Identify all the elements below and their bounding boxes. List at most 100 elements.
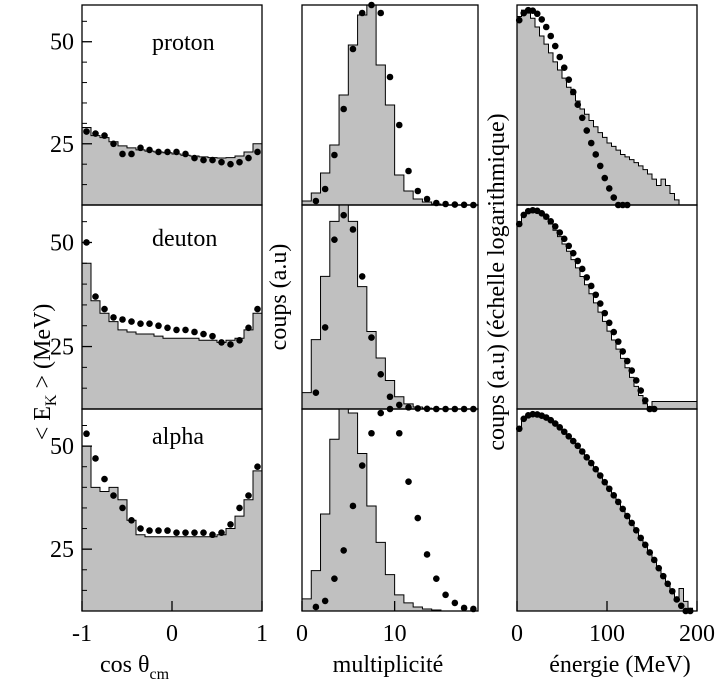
- panel-deuton-energy-log: [515, 204, 698, 413]
- panel-alpha-ek-vs-cos: 25 50 -1 0 1: [50, 408, 268, 647]
- data-point: [137, 144, 144, 152]
- col1-y-title-sub: K: [43, 394, 60, 406]
- col1-y-title-main: < E: [30, 406, 56, 440]
- data-point: [83, 128, 90, 135]
- data-point: [583, 127, 591, 134]
- data-point: [119, 504, 126, 512]
- y-tick-label: 50: [50, 30, 74, 56]
- row-label-alpha: alpha: [152, 424, 204, 450]
- data-point: [578, 114, 586, 122]
- data-point: [200, 330, 207, 338]
- histogram-deuton-multiplicity: [301, 204, 478, 410]
- data-point: [574, 442, 582, 450]
- data-point: [155, 322, 162, 330]
- data-point: [173, 529, 180, 536]
- data-point: [386, 73, 394, 81]
- data-point: [155, 148, 162, 156]
- data-point: [200, 156, 207, 164]
- col3-x-axis-title: énergie (MeV): [549, 652, 691, 678]
- data-point: [623, 512, 631, 520]
- data-point: [578, 265, 586, 273]
- data-point: [560, 428, 568, 436]
- data-point: [538, 209, 546, 217]
- data-point: [110, 314, 117, 321]
- data-point: [587, 139, 595, 147]
- x-tick-label: 0: [166, 621, 178, 647]
- data-point: [628, 367, 636, 374]
- x-tick-label: -1: [72, 621, 92, 647]
- data-point: [451, 599, 459, 607]
- data-point: [547, 218, 555, 225]
- data-point: [340, 211, 347, 219]
- data-point: [191, 328, 198, 336]
- data-point: [146, 527, 153, 534]
- panel-proton-multiplicity: [301, 1, 479, 209]
- data-point: [423, 551, 431, 558]
- col1-x-title-sub: cm: [150, 666, 170, 681]
- col1-x-axis-title: cos θcm: [100, 652, 170, 681]
- panel-frame: [301, 408, 479, 612]
- data-point: [101, 305, 108, 313]
- data-point: [592, 151, 600, 158]
- panel-proton-ek-vs-cos: 25 50: [50, 4, 263, 206]
- y-tick-label: 50: [50, 434, 74, 460]
- data-point: [321, 185, 329, 193]
- data-point: [601, 174, 609, 182]
- data-point: [182, 150, 189, 158]
- histogram-proton-energy-log: [516, 9, 680, 206]
- data-point: [119, 150, 126, 158]
- data-point: [386, 393, 394, 401]
- data-point: [614, 338, 622, 345]
- data-point: [414, 187, 422, 195]
- histogram-alpha-ek-vs-cos: [81, 445, 263, 612]
- data-point: [173, 326, 180, 334]
- data-point: [569, 249, 577, 257]
- y-tick-label: 25: [50, 537, 74, 563]
- x-tick-label: 10: [383, 621, 407, 647]
- data-point: [592, 465, 600, 473]
- panel-deuton-multiplicity: [301, 204, 479, 413]
- data-point: [321, 597, 329, 605]
- x-tick-label: 0: [296, 621, 308, 647]
- data-point: [610, 492, 618, 499]
- data-point: [377, 371, 385, 378]
- data-point: [83, 430, 90, 438]
- data-point: [442, 591, 449, 599]
- data-point: [574, 257, 582, 265]
- data-point: [254, 305, 261, 313]
- data-point: [641, 397, 649, 404]
- data-point: [358, 9, 366, 17]
- data-point: [578, 448, 586, 455]
- data-point: [218, 339, 225, 346]
- data-point: [254, 148, 261, 156]
- data-point: [209, 156, 216, 164]
- histogram-proton-ek-vs-cos: [81, 126, 263, 206]
- data-point: [592, 291, 600, 299]
- data-point: [155, 527, 162, 534]
- data-point: [677, 602, 685, 610]
- data-point: [182, 326, 189, 334]
- data-point: [137, 525, 144, 532]
- data-point: [92, 455, 99, 462]
- data-point: [395, 429, 403, 437]
- data-point: [405, 404, 412, 411]
- data-point: [331, 236, 338, 243]
- data-point: [164, 324, 171, 332]
- data-point: [128, 150, 135, 158]
- data-point: [460, 604, 468, 612]
- data-point: [377, 9, 385, 17]
- data-point: [349, 502, 357, 510]
- row-label-deuton: deuton: [152, 226, 217, 252]
- data-point: [605, 185, 613, 192]
- col3-y-axis-title: coups (a.u) (échelle logarithmique): [484, 113, 510, 450]
- data-point: [673, 596, 681, 603]
- data-point: [312, 389, 320, 396]
- data-point: [236, 158, 243, 166]
- data-point: [349, 45, 357, 53]
- data-point: [556, 424, 564, 431]
- data-point: [659, 572, 667, 580]
- data-point: [377, 409, 385, 417]
- data-point: [560, 235, 568, 243]
- data-point: [414, 514, 422, 522]
- data-point: [236, 337, 243, 344]
